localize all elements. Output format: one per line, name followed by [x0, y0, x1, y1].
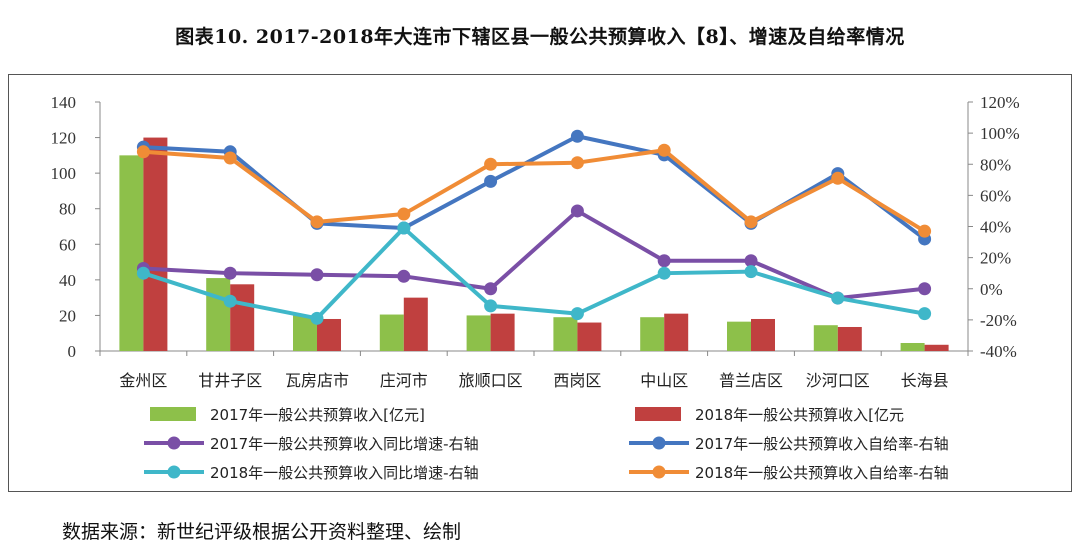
legend-swatch-marker: [167, 465, 181, 479]
bar-2018: [403, 297, 428, 351]
left-tick-label: 20: [59, 306, 76, 325]
right-tick-label: 0%: [980, 280, 1003, 299]
bar-2018: [317, 318, 341, 351]
bar-2017: [466, 315, 491, 351]
bar-2017: [727, 321, 751, 351]
x-category-label: 沙河口区: [806, 371, 870, 390]
bar-2017: [553, 317, 578, 351]
x-category-label: 普兰店区: [719, 371, 783, 390]
left-tick-label: 0: [68, 342, 77, 361]
point-growth2017: [223, 266, 237, 280]
legend-label: 2017年一般公共预算收入自给率-右轴: [695, 435, 949, 453]
bar-2017: [206, 278, 231, 351]
point-selfsuff2018: [484, 157, 498, 171]
bar-2018: [751, 318, 775, 351]
legend-label: 2018年一般公共预算收入同比增速-右轴: [210, 464, 479, 482]
right-tick-label: 40%: [980, 218, 1011, 237]
point-growth2018: [223, 294, 237, 308]
left-tick-label: 40: [59, 271, 76, 290]
point-selfsuff2018: [918, 224, 932, 238]
data-source-note: 数据来源：新世纪评级根据公开资料整理、绘制: [62, 521, 462, 543]
left-tick-label: 120: [51, 129, 77, 148]
point-growth2017: [484, 282, 498, 296]
point-selfsuff2018: [657, 143, 671, 157]
chart-frame: [8, 74, 1072, 492]
right-tick-label: -40%: [980, 342, 1017, 361]
legend-swatch-marker: [652, 465, 666, 479]
point-growth2018: [831, 291, 845, 305]
x-category-label: 瓦房店市: [285, 371, 349, 390]
bar-2017: [119, 155, 144, 351]
point-selfsuff2018: [397, 207, 411, 221]
series-line-growth2017: [143, 208, 925, 301]
x-category-label: 西岗区: [553, 371, 601, 390]
bar-2017: [379, 314, 404, 351]
right-tick-label: 60%: [980, 186, 1011, 205]
left-tick-label: 60: [59, 235, 76, 254]
point-growth2017: [570, 204, 584, 218]
left-tick-label: 80: [59, 200, 76, 219]
legend-label: 2018年一般公共预算收入自给率-右轴: [695, 464, 949, 482]
legend-label: 2018年一般公共预算收入[亿元: [695, 406, 904, 424]
left-tick-label: 140: [51, 93, 77, 112]
legend-label: 2017年一般公共预算收入同比增速-右轴: [210, 435, 479, 453]
point-selfsuff2018: [136, 145, 150, 159]
point-selfsuff2018: [310, 215, 324, 229]
legend-swatch-marker: [167, 436, 181, 450]
bar-2018: [924, 344, 949, 351]
bar-2018: [490, 313, 515, 351]
combo-chart: 0 20 40 60 80 100 120 140 -40% -20% 0% 20% 40% 60% 80%…: [51, 93, 1020, 482]
x-category-label: 甘井子区: [198, 371, 262, 390]
x-category-label: 中山区: [640, 371, 688, 390]
bar-2017: [900, 342, 925, 351]
point-selfsuff2017: [570, 129, 584, 143]
bar-2017: [640, 317, 665, 351]
legend-swatch-marker: [652, 436, 666, 450]
legend-swatch-bar: [150, 407, 196, 421]
point-growth2018: [570, 307, 584, 321]
left-tick-label: 100: [51, 164, 77, 183]
right-tick-label: 80%: [980, 155, 1011, 174]
right-tick-label: 20%: [980, 249, 1011, 268]
x-category-label: 庄河市: [380, 371, 428, 390]
legend-label: 2017年一般公共预算收入[亿元]: [210, 406, 425, 424]
point-growth2017: [397, 269, 411, 283]
point-growth2017: [657, 254, 671, 268]
x-category-label: 金州区: [119, 371, 167, 390]
point-selfsuff2018: [223, 151, 237, 165]
point-selfsuff2018: [831, 171, 845, 185]
right-tick-label: 100%: [980, 124, 1020, 143]
bar-2017: [813, 325, 838, 351]
point-selfsuff2017: [484, 174, 498, 188]
bar-2018: [143, 137, 168, 351]
point-selfsuff2018: [744, 215, 758, 229]
point-growth2018: [136, 266, 150, 280]
bar-2018: [837, 326, 862, 351]
right-tick-label: -20%: [980, 311, 1017, 330]
chart-title: 图表10. 2017-2018年大连市下辖区县一般公共预算收入【8】、增速及自给…: [175, 26, 905, 48]
point-growth2018: [310, 311, 324, 325]
point-growth2017: [310, 268, 324, 282]
bar-2018: [230, 284, 255, 351]
point-growth2018: [744, 265, 758, 279]
point-growth2018: [657, 266, 671, 280]
point-growth2018: [397, 221, 411, 235]
bar-2018: [577, 322, 602, 351]
series-line-selfsuff2017: [143, 134, 926, 241]
point-growth2018: [484, 299, 498, 313]
bar-2018: [664, 313, 689, 351]
point-selfsuff2018: [570, 156, 584, 170]
x-category-label: 旅顺口区: [459, 371, 523, 390]
x-category-label: 长海县: [901, 371, 949, 390]
point-growth2017: [918, 282, 932, 296]
series-line-growth2018: [142, 226, 925, 321]
right-tick-label: 120%: [980, 93, 1020, 112]
legend-swatch-bar: [635, 407, 681, 421]
point-growth2017: [744, 254, 758, 268]
point-growth2018: [918, 307, 932, 321]
series-line-selfsuff2018: [143, 148, 926, 233]
